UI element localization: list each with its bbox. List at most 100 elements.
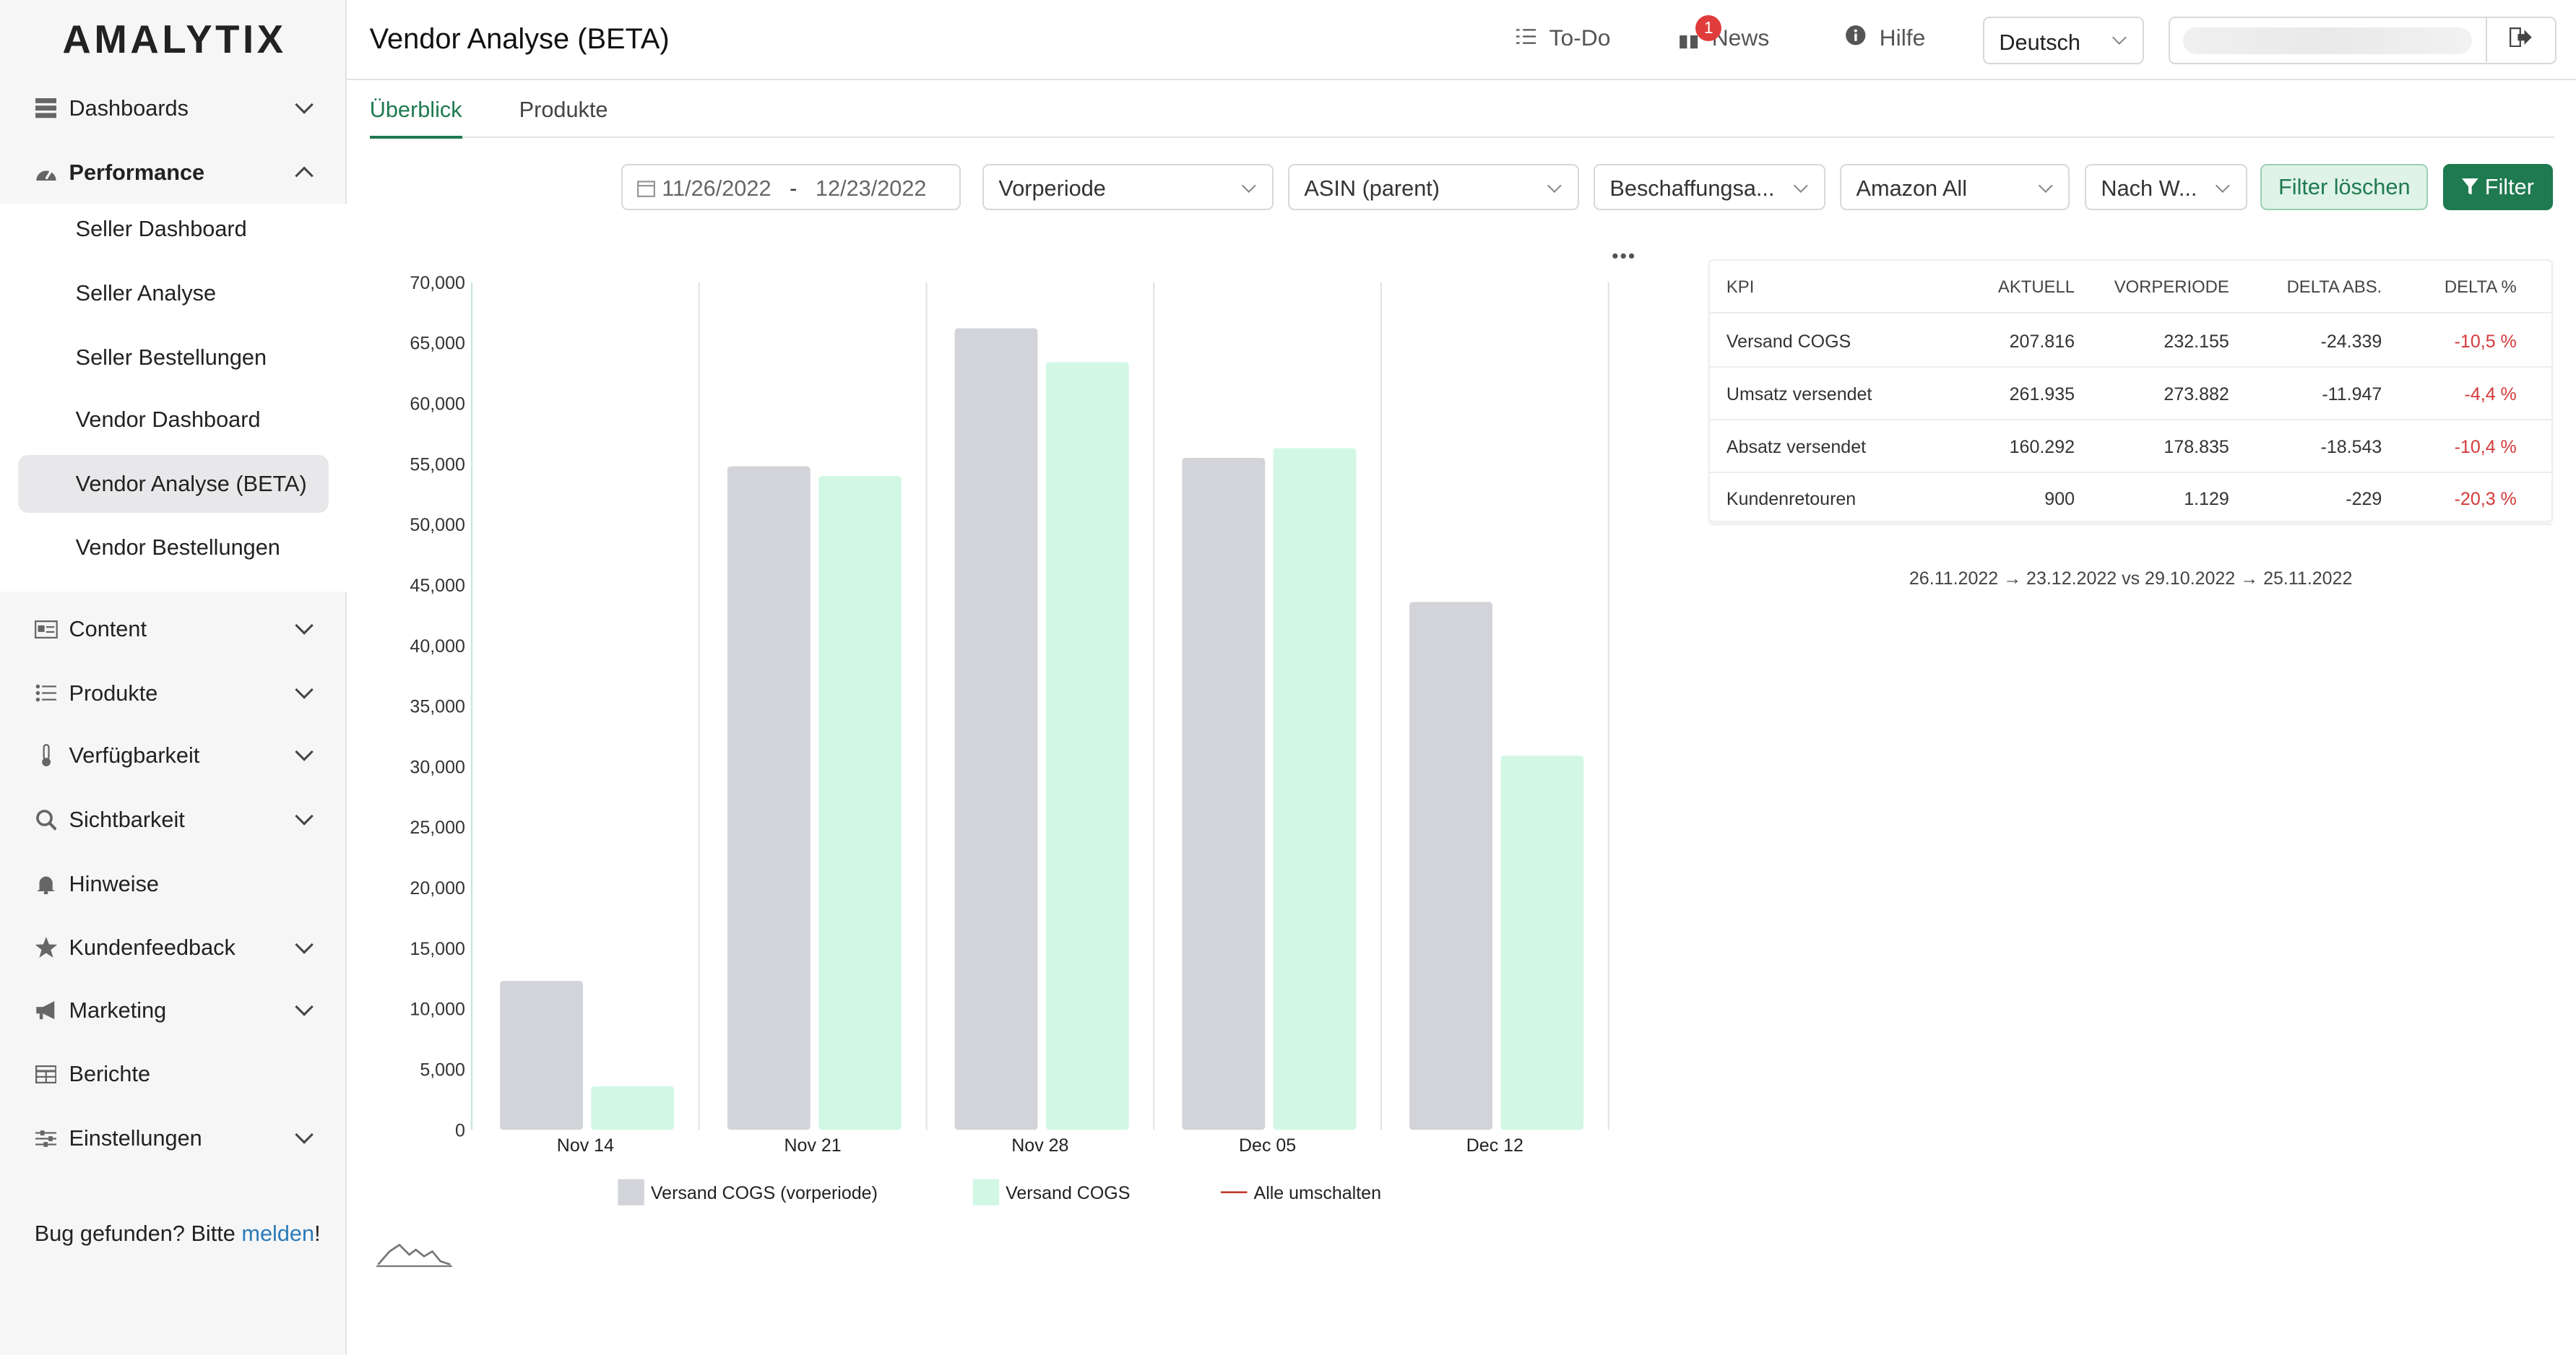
comparison-period-note: 26.11.2022 → 23.12.2022 vs 29.10.2022 → … <box>1909 568 2353 589</box>
kpi-name: Absatz versendet <box>1726 436 1867 457</box>
grouping-select[interactable]: Nach W... <box>2084 164 2248 211</box>
table-row: Absatz versendet 160.292 178.835 -18.543 -10… <box>1710 420 2551 473</box>
page-title: Vendor Analyse (BETA) <box>369 22 670 55</box>
table-cell: -20,3 % <box>2454 489 2517 510</box>
sidebar: AMALYTIX Dashboards Performance Seller D… <box>0 0 347 1355</box>
sidebar-item-label: Dashboards <box>69 95 189 121</box>
date-range-picker[interactable]: 11/26/2022 - 12/23/2022 <box>621 164 961 211</box>
chevron-down-icon <box>1547 178 1562 193</box>
sidebar-item-vendor-analyse[interactable]: Vendor Analyse (BETA) <box>18 454 329 513</box>
bar-chart: 0 5,000 10,000 15,000 20,000 25,000 30,000 35,0… <box>376 254 1634 1268</box>
chevron-down-icon <box>294 997 314 1016</box>
table-cell: -229 <box>2346 489 2382 510</box>
search-icon <box>35 808 58 831</box>
chevron-down-icon <box>294 1125 314 1145</box>
kpi-table: KPI AKTUELL VORPERIODE DELTA ABS. DELTA … <box>1708 259 2554 526</box>
bar[interactable] <box>954 328 1038 1130</box>
sidebar-item-vendor-dashboard[interactable]: Vendor Dashboard <box>75 407 261 433</box>
table-cell: 900 <box>2044 489 2075 510</box>
y-tick-label: 25,000 <box>410 818 464 839</box>
bar[interactable] <box>499 981 583 1130</box>
kpi-name: Kundenretouren <box>1726 489 1857 510</box>
sidebar-item-hinweise[interactable]: Hinweise <box>0 854 347 914</box>
chevron-down-icon <box>2112 30 2127 45</box>
sidebar-item-content[interactable]: Content <box>0 599 347 659</box>
filter-button[interactable]: Filter <box>2442 164 2554 211</box>
sidebar-item-einstellungen[interactable]: Einstellungen <box>0 1109 347 1168</box>
sidebar-item-seller-bestellungen[interactable]: Seller Bestellungen <box>75 344 267 370</box>
news-link[interactable]: 1 News <box>1679 14 1769 51</box>
column-header[interactable]: KPI <box>1726 277 1755 298</box>
dashboard-icon <box>35 97 58 120</box>
marketplace-select[interactable]: Amazon All <box>1840 164 2070 211</box>
sidebar-item-performance[interactable]: Performance <box>0 143 347 202</box>
column-header[interactable]: DELTA % <box>2444 277 2517 298</box>
tab-ueberblick[interactable]: Überblick <box>369 97 462 139</box>
help-link[interactable]: Hilfe <box>1845 25 1925 52</box>
table-row: Versand COGS 207.816 232.155 -24.339 -10,5 % <box>1710 315 2551 368</box>
legend-item[interactable]: Versand COGS <box>972 1179 1130 1206</box>
todo-link[interactable]: To-Do <box>1516 25 1610 51</box>
sidebar-item-kundenfeedback[interactable]: Kundenfeedback <box>0 918 347 977</box>
bar[interactable] <box>1500 756 1583 1130</box>
bug-report-note: Bug gefunden? Bitte melden! <box>34 1220 321 1246</box>
chart-menu-icon[interactable] <box>1612 254 1634 259</box>
language-select[interactable]: Deutsch <box>1982 16 2144 64</box>
y-tick-label: 60,000 <box>410 394 464 415</box>
procurement-select[interactable]: Beschaffungsa... <box>1593 164 1825 211</box>
news-badge: 1 <box>1695 14 1722 42</box>
chevron-down-icon <box>2038 178 2053 193</box>
gift-icon: 1 <box>1679 14 1722 49</box>
clear-filter-button[interactable]: Filter löschen <box>2260 164 2429 211</box>
sidebar-item-label: Sichtbarkeit <box>69 806 185 832</box>
column-header[interactable]: DELTA ABS. <box>2286 277 2382 298</box>
chevron-up-icon <box>294 166 314 186</box>
legend-label: Versand COGS <box>1006 1183 1130 1203</box>
sidebar-item-dashboards[interactable]: Dashboards <box>0 79 347 138</box>
bar[interactable] <box>1273 448 1357 1130</box>
bar[interactable] <box>591 1086 674 1130</box>
legend-item[interactable]: Versand COGS (vorperiode) <box>618 1179 878 1206</box>
funnel-icon <box>2461 174 2478 200</box>
y-tick-label: 15,000 <box>410 939 464 959</box>
bar[interactable] <box>1045 362 1129 1130</box>
sparkline-icon[interactable] <box>377 1244 451 1266</box>
sidebar-item-vendor-bestellungen[interactable]: Vendor Bestellungen <box>75 534 280 560</box>
sidebar-item-verfuegbarkeit[interactable]: Verfügbarkeit <box>0 726 347 785</box>
sliders-icon <box>35 1127 58 1150</box>
table-cell: 1.129 <box>2184 489 2229 510</box>
sidebar-item-berichte[interactable]: Berichte <box>0 1044 347 1104</box>
table-cell: 160.292 <box>2009 436 2075 457</box>
compare-period-select[interactable]: Vorperiode <box>982 164 1274 211</box>
sidebar-item-seller-analyse[interactable]: Seller Analyse <box>75 280 217 306</box>
content-icon <box>34 618 58 641</box>
sidebar-item-produkte[interactable]: Produkte <box>0 664 347 723</box>
sidebar-item-seller-dashboard[interactable]: Seller Dashboard <box>75 216 247 242</box>
chevron-down-icon <box>1794 178 1808 193</box>
sidebar-item-marketing[interactable]: Marketing <box>0 981 347 1040</box>
y-tick-label: 0 <box>455 1121 465 1141</box>
table-icon <box>35 1062 58 1086</box>
logout-button[interactable] <box>2486 17 2555 63</box>
table-cell: 261.935 <box>2009 384 2075 404</box>
sidebar-item-sichtbarkeit[interactable]: Sichtbarkeit <box>0 790 347 849</box>
account-field[interactable] <box>2168 16 2556 64</box>
sidebar-item-label: Marketing <box>69 997 167 1023</box>
column-header[interactable]: VORPERIODE <box>2114 277 2229 298</box>
bar[interactable] <box>1409 602 1492 1130</box>
logo[interactable]: AMALYTIX <box>62 17 287 61</box>
column-header[interactable]: AKTUELL <box>1997 277 2075 298</box>
legend-toggle-all[interactable]: Alle umschalten <box>1220 1183 1381 1203</box>
kpi-name: Umsatz versendet <box>1726 384 1872 404</box>
info-icon <box>1845 25 1867 52</box>
table-cell: 232.155 <box>2164 332 2229 352</box>
report-bug-link[interactable]: melden <box>241 1220 315 1246</box>
asin-select[interactable]: ASIN (parent) <box>1287 164 1579 211</box>
tab-produkte[interactable]: Produkte <box>519 97 608 123</box>
bar[interactable] <box>1182 458 1265 1130</box>
table-cell: -4,4 % <box>2464 384 2517 404</box>
chevron-down-icon <box>294 616 314 636</box>
bar[interactable] <box>727 466 811 1130</box>
bar[interactable] <box>818 476 902 1130</box>
chevron-down-icon <box>294 95 314 115</box>
